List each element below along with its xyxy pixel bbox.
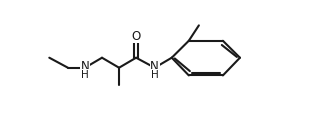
Text: H: H bbox=[81, 70, 89, 80]
Text: H: H bbox=[151, 70, 159, 80]
Text: N: N bbox=[81, 60, 89, 73]
Text: O: O bbox=[132, 30, 141, 43]
Text: N: N bbox=[150, 60, 159, 73]
